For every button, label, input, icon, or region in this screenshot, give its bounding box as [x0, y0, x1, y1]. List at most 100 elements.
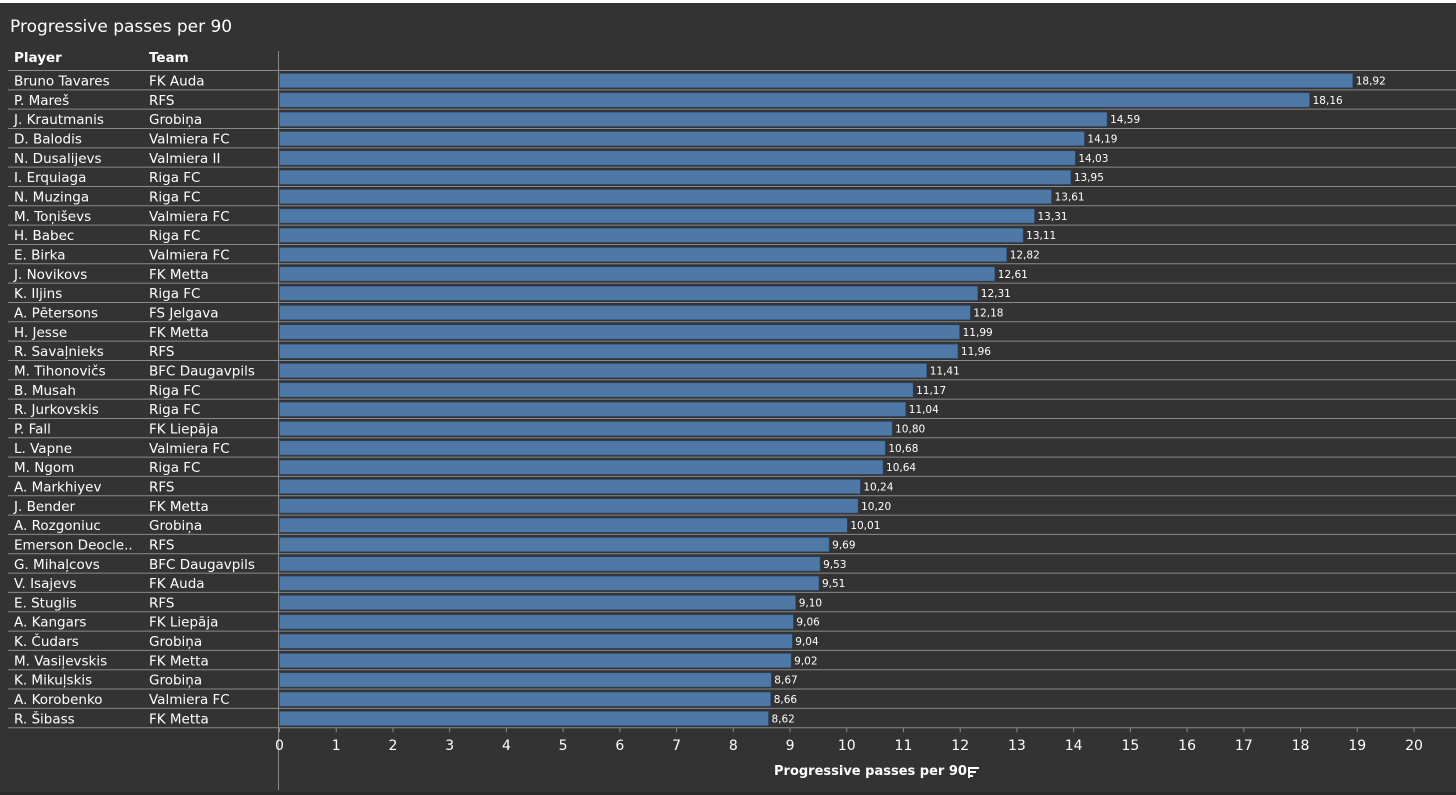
team-label: BFC Daugavpils: [149, 557, 255, 573]
x-tick-label: 4: [502, 738, 511, 754]
player-label: D. Balodis: [14, 131, 82, 147]
bar-27[interactable]: [279, 575, 820, 591]
bar-19[interactable]: [279, 421, 893, 437]
x-tick-label: 19: [1348, 738, 1366, 754]
player-label: R. Savaļnieks: [14, 344, 104, 360]
team-label: Valmiera II: [149, 151, 221, 167]
value-label: 12,18: [973, 307, 1003, 319]
bar-26[interactable]: [279, 556, 821, 572]
team-label: RFS: [149, 479, 174, 495]
x-tick-label: 9: [786, 738, 795, 754]
bar-14[interactable]: [279, 324, 960, 340]
value-label: 8,67: [774, 675, 797, 687]
bar-21[interactable]: [279, 459, 884, 475]
player-label: Bruno Tavares: [14, 74, 110, 90]
bar-24[interactable]: [279, 517, 848, 533]
team-label: Grobiņa: [149, 518, 202, 534]
player-label: M. Tihonovičs: [14, 363, 106, 379]
bar-25[interactable]: [279, 537, 830, 553]
value-label: 10,64: [886, 462, 916, 474]
bar-22[interactable]: [279, 479, 861, 495]
player-label: K. Mikuļskis: [14, 673, 92, 689]
bar-7[interactable]: [279, 189, 1052, 205]
bar-1[interactable]: [279, 73, 1354, 89]
value-label: 9,10: [799, 597, 822, 609]
value-label: 9,51: [822, 578, 845, 590]
team-label: Valmiera FC: [149, 209, 230, 225]
value-label: 10,80: [895, 423, 925, 435]
player-label: G. Mihaļcovs: [14, 557, 100, 573]
bar-11[interactable]: [279, 266, 996, 282]
x-tick-label: 10: [838, 738, 856, 754]
value-label: 12,82: [1010, 249, 1040, 261]
value-label: 8,66: [774, 694, 798, 706]
bar-28[interactable]: [279, 595, 796, 611]
value-label: 10,20: [861, 501, 891, 513]
x-tick-label: 18: [1292, 738, 1310, 754]
team-label: Valmiera FC: [149, 131, 230, 147]
bar-4[interactable]: [279, 131, 1085, 147]
bar-2[interactable]: [279, 92, 1310, 108]
team-label: Riga FC: [149, 189, 200, 205]
team-label: Riga FC: [149, 402, 200, 418]
team-label: Riga FC: [149, 228, 200, 244]
team-label: Riga FC: [149, 170, 200, 186]
bar-20[interactable]: [279, 440, 886, 456]
x-tick-label: 16: [1178, 738, 1196, 754]
column-header-team[interactable]: Team: [149, 50, 189, 66]
sort-descending-icon[interactable]: [968, 767, 979, 778]
bar-34[interactable]: [279, 711, 769, 727]
player-label: K. Čudars: [14, 632, 79, 650]
bar-6[interactable]: [279, 169, 1072, 185]
bar-29[interactable]: [279, 614, 794, 630]
team-label: RFS: [149, 537, 174, 553]
bar-33[interactable]: [279, 691, 772, 707]
player-label: B. Musah: [14, 383, 76, 399]
player-label: V. Isajevs: [14, 576, 76, 592]
bar-17[interactable]: [279, 382, 914, 398]
player-label: E. Stuglis: [14, 595, 77, 611]
bar-9[interactable]: [279, 227, 1024, 243]
bar-10[interactable]: [279, 247, 1008, 263]
bar-18[interactable]: [279, 401, 907, 417]
bar-5[interactable]: [279, 150, 1076, 166]
value-label: 13,95: [1074, 172, 1104, 184]
value-label: 14,59: [1110, 114, 1140, 126]
team-label: Riga FC: [149, 286, 200, 302]
player-label: A. Rozgoniuc: [14, 518, 101, 534]
bar-13[interactable]: [279, 305, 971, 321]
value-label: 10,68: [888, 443, 918, 455]
x-tick-label: 3: [445, 738, 454, 754]
player-label: A. Kangars: [14, 615, 86, 631]
player-label: A. Pētersons: [14, 305, 98, 321]
player-label: P. Fall: [14, 421, 51, 437]
team-label: RFS: [149, 93, 174, 109]
chart-title: Progressive passes per 90: [10, 17, 233, 37]
value-label: 11,04: [909, 404, 939, 416]
bar-12[interactable]: [279, 285, 979, 301]
team-label: FK Liepāja: [149, 421, 218, 437]
player-label: N. Dusalijevs: [14, 151, 102, 167]
bar-15[interactable]: [279, 343, 959, 359]
team-label: FK Metta: [149, 711, 209, 727]
team-label: FK Metta: [149, 653, 209, 669]
bar-8[interactable]: [279, 208, 1035, 224]
value-label: 10,24: [863, 481, 893, 493]
bar-chart: Bruno Tavares FK Auda 18,92 P. Mareš RFS 18,1…: [8, 51, 1456, 790]
value-label: 9,06: [796, 617, 820, 629]
bar-3[interactable]: [279, 111, 1108, 127]
x-tick-label: 1: [332, 738, 341, 754]
x-tick-label: 6: [615, 738, 624, 754]
x-tick-label: 13: [1008, 738, 1026, 754]
x-tick-label: 11: [895, 738, 913, 754]
bar-16[interactable]: [279, 363, 928, 379]
column-header-player[interactable]: Player: [14, 50, 62, 66]
player-label: N. Muzinga: [14, 189, 89, 205]
bar-31[interactable]: [279, 653, 792, 669]
bar-23[interactable]: [279, 498, 859, 514]
value-label: 18,16: [1313, 95, 1343, 107]
bar-30[interactable]: [279, 633, 793, 649]
bar-32[interactable]: [279, 672, 772, 688]
team-label: Valmiera FC: [149, 441, 230, 457]
player-label: E. Birka: [14, 247, 66, 263]
